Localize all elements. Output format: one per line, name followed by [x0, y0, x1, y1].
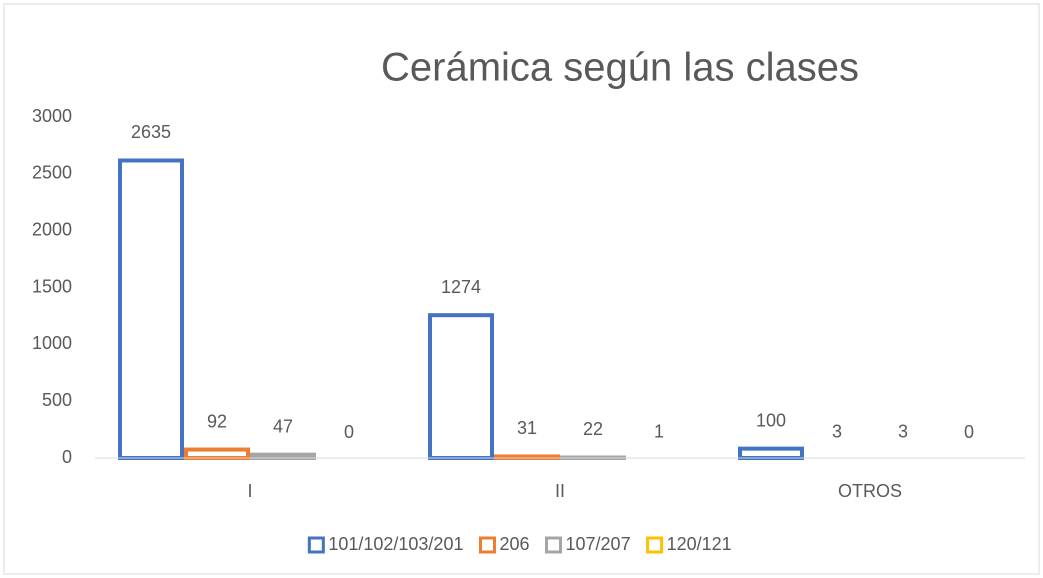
bar	[250, 452, 316, 460]
legend-label: 206	[499, 534, 529, 554]
y-tick-label: 1000	[32, 333, 72, 353]
data-label: 3	[898, 421, 908, 441]
y-tick-label: 1500	[32, 276, 72, 296]
data-label: 47	[273, 416, 293, 436]
data-label: 0	[344, 422, 354, 442]
bar	[428, 313, 494, 460]
data-label: 3	[832, 421, 842, 441]
legend-marker	[545, 536, 563, 554]
y-tick-label: 2500	[32, 163, 72, 183]
y-tick-label: 2000	[32, 219, 72, 239]
data-label: 1274	[441, 277, 481, 297]
y-tick-label: 3000	[32, 106, 72, 126]
data-label: 1	[654, 422, 664, 442]
bar	[118, 158, 184, 460]
legend-marker	[478, 536, 496, 554]
x-tick-label: I	[247, 481, 252, 501]
data-label: 31	[517, 418, 537, 438]
legend-marker	[307, 536, 325, 554]
data-label: 100	[756, 410, 786, 430]
data-label: 92	[207, 411, 227, 431]
data-label: 0	[964, 422, 974, 442]
chart-title: Cerámica según las clases	[381, 46, 859, 90]
y-tick-label: 0	[62, 447, 72, 467]
legend-label: 107/207	[566, 534, 631, 554]
x-tick-label: OTROS	[838, 481, 902, 501]
legend-marker	[646, 536, 664, 554]
data-label: 22	[583, 419, 603, 439]
bar	[738, 446, 804, 460]
legend-label: 120/121	[667, 534, 732, 554]
bar	[184, 447, 250, 460]
x-tick-label: II	[555, 481, 565, 501]
y-tick-label: 500	[42, 390, 72, 410]
legend-label: 101/102/103/201	[328, 534, 463, 554]
data-label: 2635	[131, 122, 171, 142]
